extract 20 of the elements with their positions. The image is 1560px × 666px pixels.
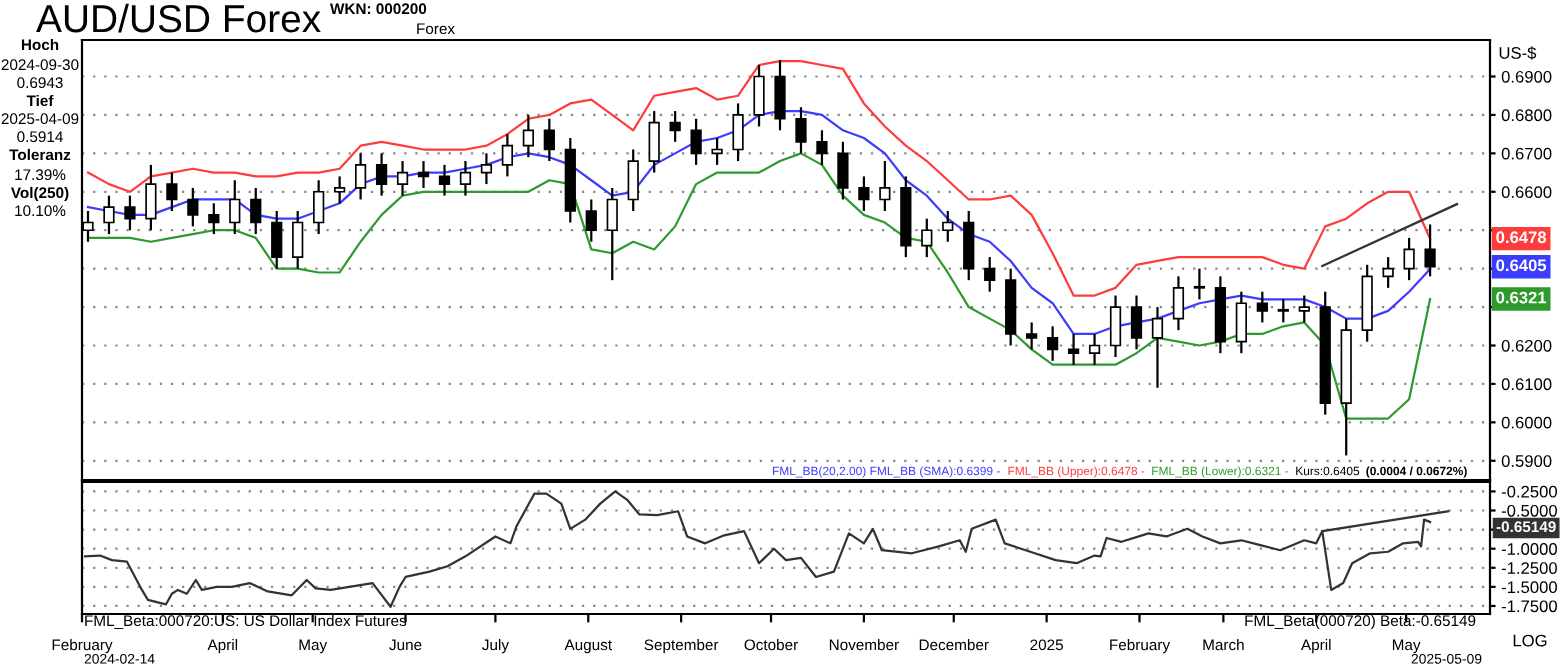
y-tick-label: -1.2500: [1501, 562, 1557, 574]
annotation: 0.6405: [1496, 259, 1547, 272]
y-tick-label: 0.6100: [1501, 378, 1552, 391]
y-tick-label: -1.7500: [1501, 600, 1557, 613]
y-tick-label: 0.6000: [1501, 416, 1552, 429]
y-tick-label: 0.6200: [1501, 339, 1552, 352]
y-tick-label: 0.6600: [1501, 186, 1552, 198]
chart-title: AUD/USD Forex: [36, 3, 321, 33]
y-tick-label: -0.2500: [1501, 485, 1557, 498]
y-tick-label: 0.6700: [1501, 147, 1552, 160]
text: LOG: [1513, 634, 1547, 647]
annotation: 0.6478: [1496, 231, 1547, 244]
y-axis-title: US-$: [1499, 46, 1537, 60]
y-tick-label: 0.6800: [1501, 109, 1552, 122]
annotation: 0.6321: [1496, 291, 1547, 304]
y-tick-label: 0.5900: [1501, 455, 1552, 467]
y-tick-label: 0.6900: [1501, 70, 1552, 83]
y-tick-label: -0.5000: [1501, 504, 1557, 517]
y-tick-label: -1.5000: [1501, 581, 1557, 594]
y-tick-label: -1.0000: [1501, 543, 1557, 555]
